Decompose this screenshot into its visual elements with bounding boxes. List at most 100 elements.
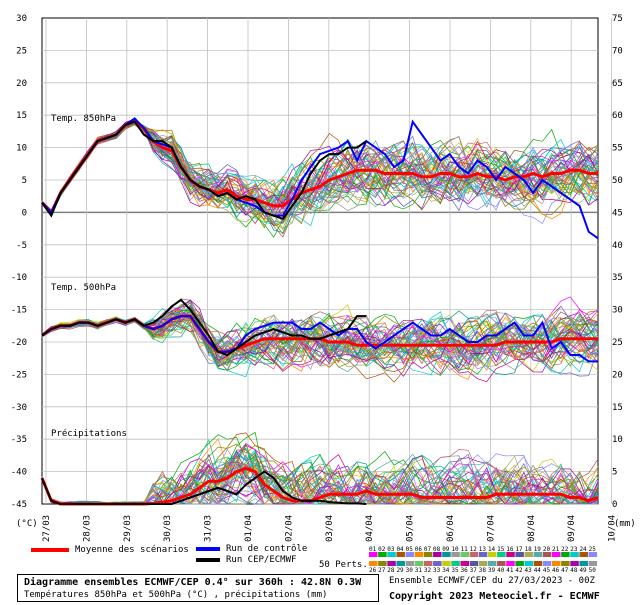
legend-mean-swatch — [31, 547, 69, 552]
left-tick-label: 25 — [16, 46, 27, 56]
member-number: 15 — [497, 546, 505, 553]
member-color-box — [533, 552, 543, 557]
member-color-box — [588, 561, 598, 566]
member-color-box — [460, 561, 469, 566]
series-control-t850 — [41, 117, 599, 240]
member-color-box — [506, 561, 515, 566]
x-tick-label: 02/04 — [284, 515, 294, 542]
x-tick-label: 09/04 — [567, 515, 577, 542]
member-number: 08 — [433, 546, 441, 553]
member-number: 20 — [543, 546, 551, 553]
member-number: 06 — [415, 546, 423, 553]
member-number: 12 — [470, 546, 478, 553]
member-line — [41, 313, 599, 368]
member-number: 24 — [579, 546, 587, 553]
member-number: 09 — [442, 546, 450, 553]
legend-control-label: Run de contrôle — [226, 544, 308, 554]
left-tick-label: -40 — [11, 468, 27, 478]
member-number: 10 — [451, 546, 459, 553]
member-number: 13 — [479, 546, 487, 553]
member-number: 37 — [470, 567, 478, 574]
member-line — [41, 313, 599, 369]
member-number: 17 — [515, 546, 523, 553]
member-color-box — [396, 552, 405, 557]
member-color-box — [369, 552, 378, 557]
member-color-box — [405, 552, 415, 557]
member-color-box — [570, 552, 579, 557]
member-number: 11 — [461, 546, 469, 553]
chart-grid — [41, 17, 612, 505]
member-color-box — [561, 561, 570, 566]
x-tick-label: 27/03 — [42, 515, 52, 542]
member-number: 48 — [570, 567, 578, 574]
x-tick-label: 31/03 — [204, 515, 214, 542]
member-color-box — [442, 552, 451, 557]
left-tick-label: -25 — [11, 370, 27, 380]
left-tick-label: 10 — [16, 144, 27, 154]
member-color-box — [542, 552, 552, 557]
member-number: 50 — [589, 567, 597, 574]
member-number: 21 — [552, 546, 560, 553]
member-color-box — [396, 561, 405, 566]
member-number: 28 — [387, 567, 395, 574]
member-number: 49 — [579, 567, 587, 574]
x-tick-label: 28/03 — [82, 515, 92, 542]
member-number: 25 — [589, 546, 597, 553]
series-cep-t500 — [41, 298, 367, 357]
right-tick-label: 15 — [612, 403, 623, 413]
x-tick-label: 08/04 — [527, 515, 537, 542]
member-color-box — [423, 561, 433, 566]
member-color-box — [414, 561, 424, 566]
member-color-box — [506, 552, 515, 557]
legend-cep-label: Run CEP/ECMWF — [226, 555, 297, 565]
panel-label-t850: Temp. 850hPa — [51, 114, 116, 124]
member-color-box — [451, 561, 460, 566]
member-number: 30 — [406, 567, 414, 574]
member-number: 16 — [506, 546, 514, 553]
member-color-box — [497, 552, 506, 557]
right-tick-label: 10 — [612, 435, 623, 445]
right-tick-label: 75 — [612, 14, 623, 24]
member-color-box — [561, 552, 570, 557]
x-tick-label: 29/03 — [123, 515, 133, 542]
footer-info-box: Diagramme ensembles ECMWF/CEP 0.4° sur 3… — [17, 574, 379, 602]
x-tick-label: 10/04 — [608, 515, 618, 542]
member-number: 45 — [543, 567, 551, 574]
member-color-box — [369, 561, 378, 566]
main-series — [40, 117, 599, 506]
member-color-box — [579, 552, 588, 557]
member-number: 46 — [552, 567, 560, 574]
member-color-box — [552, 552, 561, 557]
right-tick-label: 55 — [612, 144, 623, 154]
left-tick-label: 0 — [22, 208, 27, 218]
member-color-box — [478, 561, 488, 566]
left-tick-label: -15 — [11, 306, 27, 316]
x-tick-label: 05/04 — [406, 515, 416, 542]
x-tick-label: 30/03 — [163, 515, 173, 542]
legend-control: Run de contrôle — [196, 544, 307, 554]
footer-subtitle: Températures 850hPa et 500hPa (°C) , pré… — [24, 590, 328, 600]
member-number: 29 — [396, 567, 404, 574]
member-number: 47 — [561, 567, 569, 574]
member-color-box — [542, 561, 552, 566]
member-number: 33 — [433, 567, 441, 574]
member-number: 03 — [387, 546, 395, 553]
member-line — [41, 124, 599, 235]
member-color-box — [387, 561, 396, 566]
member-number: 23 — [570, 546, 578, 553]
member-number: 22 — [561, 546, 569, 553]
member-color-box — [497, 561, 506, 566]
member-color-box — [487, 552, 497, 557]
left-tick-label: -30 — [11, 403, 27, 413]
member-number: 35 — [451, 567, 459, 574]
left-tick-label: -5 — [16, 241, 27, 251]
member-number: 36 — [461, 567, 469, 574]
member-color-boxes: 01 02 03 04 05 06 07 08 09 10 11 12 13 14 15 16 17 18 19 20… — [369, 546, 598, 574]
left-tick-label: -45 — [11, 500, 27, 510]
left-tick-label: -20 — [11, 338, 27, 348]
member-color-box — [533, 561, 543, 566]
member-number: 38 — [479, 567, 487, 574]
member-color-box — [524, 561, 534, 566]
